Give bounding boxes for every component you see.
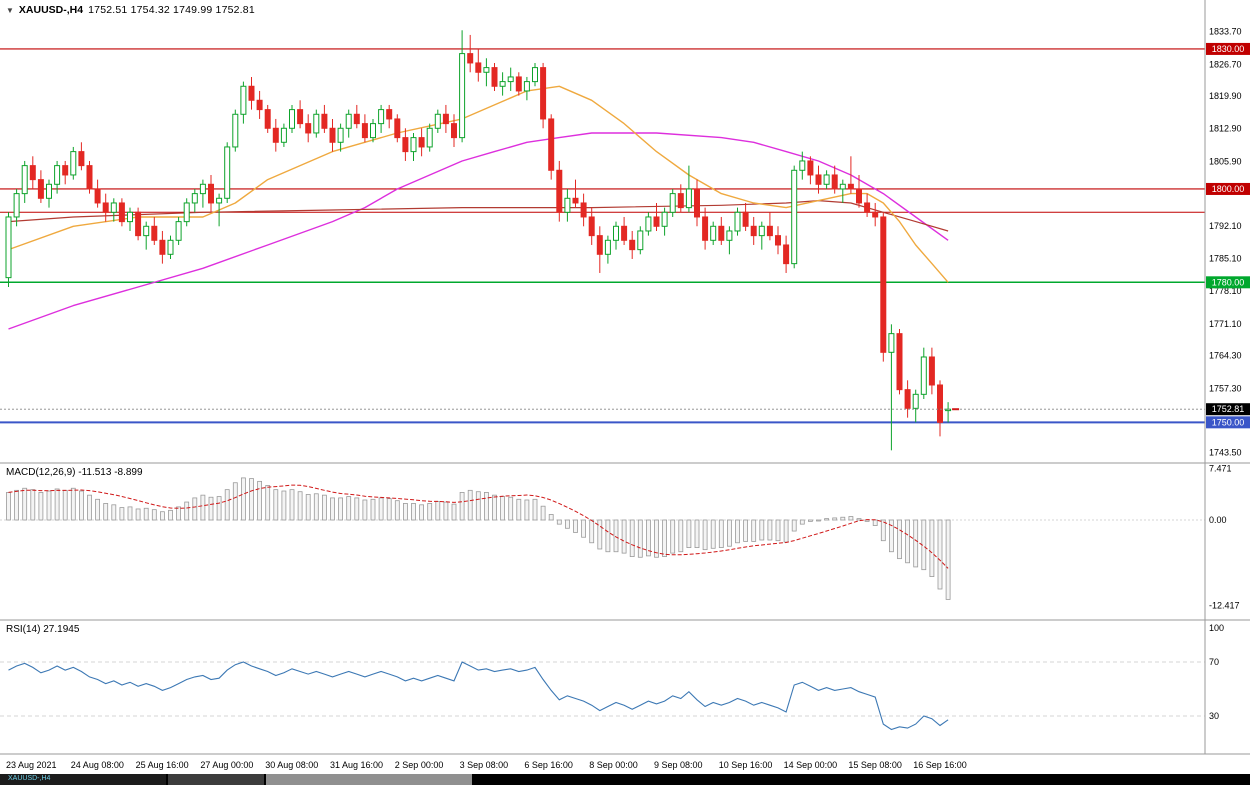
svg-text:-12.417: -12.417 [1209, 601, 1240, 611]
symbol-dropdown-icon[interactable]: ▼ [6, 5, 14, 15]
svg-text:30 Aug 08:00: 30 Aug 08:00 [265, 760, 318, 770]
bottom-tab-bar: XAUUSD-,H4 [0, 774, 1250, 785]
svg-text:1833.70: 1833.70 [1209, 27, 1242, 37]
svg-text:1826.70: 1826.70 [1209, 59, 1242, 69]
svg-text:3 Sep 08:00: 3 Sep 08:00 [460, 760, 509, 770]
svg-text:100: 100 [1209, 623, 1224, 633]
svg-text:2 Sep 00:00: 2 Sep 00:00 [395, 760, 444, 770]
level-badge[interactable]: 1750.00 [1206, 416, 1250, 429]
chart-tab-active[interactable]: XAUUSD-,H4 [0, 774, 166, 785]
svg-text:1812.90: 1812.90 [1209, 124, 1242, 134]
rsi-label: RSI(14) 27.1945 [6, 624, 80, 635]
price-axis[interactable]: 1833.70 1826.70 1819.90 1812.90 1805.90 1792.… [1206, 27, 1250, 721]
svg-text:1785.10: 1785.10 [1209, 254, 1242, 264]
svg-text:30: 30 [1209, 711, 1219, 721]
svg-text:1805.90: 1805.90 [1209, 156, 1242, 166]
svg-text:23 Aug 2021: 23 Aug 2021 [6, 760, 57, 770]
svg-text:1771.10: 1771.10 [1209, 319, 1242, 329]
current-price-badge[interactable]: 1752.81 [1206, 403, 1250, 416]
svg-text:1780.00: 1780.00 [1212, 277, 1245, 287]
svg-text:9 Sep 08:00: 9 Sep 08:00 [654, 760, 703, 770]
svg-text:1830.00: 1830.00 [1212, 44, 1245, 54]
svg-text:24 Aug 08:00: 24 Aug 08:00 [71, 760, 124, 770]
svg-text:14 Sep 00:00: 14 Sep 00:00 [784, 760, 838, 770]
chart-title-symbol: XAUUSD-,H4 [18, 4, 84, 16]
svg-text:0.00: 0.00 [1209, 515, 1227, 525]
svg-text:8 Sep 00:00: 8 Sep 00:00 [589, 760, 638, 770]
svg-text:1752.81: 1752.81 [1212, 404, 1245, 414]
rsi-indicator-panel [0, 661, 1205, 731]
svg-text:25 Aug 16:00: 25 Aug 16:00 [136, 760, 189, 770]
svg-text:31 Aug 16:00: 31 Aug 16:00 [330, 760, 383, 770]
svg-text:27 Aug 00:00: 27 Aug 00:00 [200, 760, 253, 770]
svg-text:1819.90: 1819.90 [1209, 91, 1242, 101]
svg-text:16 Sep 16:00: 16 Sep 16:00 [913, 760, 967, 770]
chart-title-ohlc: 1752.51 1754.32 1749.99 1752.81 [88, 4, 255, 16]
svg-text:1792.10: 1792.10 [1209, 221, 1242, 231]
macd-indicator-panel [0, 477, 1205, 600]
svg-text:1800.00: 1800.00 [1212, 184, 1245, 194]
svg-text:1750.00: 1750.00 [1212, 417, 1245, 427]
svg-text:1743.50: 1743.50 [1209, 448, 1242, 458]
svg-text:70: 70 [1209, 657, 1219, 667]
chart-header: ▼ XAUUSD-,H4 1752.51 1754.32 1749.99 175… [6, 4, 255, 16]
panel-separators [0, 0, 1250, 755]
svg-text:15 Sep 08:00: 15 Sep 08:00 [848, 760, 902, 770]
level-badge[interactable]: 1830.00 [1206, 42, 1250, 55]
chart-tab[interactable] [168, 774, 264, 785]
time-axis[interactable]: 23 Aug 2021 24 Aug 08:00 25 Aug 16:00 27 Au… [6, 760, 967, 770]
level-badge[interactable]: 1780.00 [1206, 276, 1250, 289]
macd-label: MACD(12,26,9) -11.513 -8.899 [6, 467, 143, 478]
candlesticks [5, 30, 952, 451]
svg-text:6 Sep 16:00: 6 Sep 16:00 [524, 760, 573, 770]
svg-text:1757.30: 1757.30 [1209, 383, 1242, 393]
level-badge[interactable]: 1800.00 [1206, 182, 1250, 195]
svg-text:10 Sep 16:00: 10 Sep 16:00 [719, 760, 773, 770]
svg-text:1778.10: 1778.10 [1209, 286, 1242, 296]
svg-text:1764.30: 1764.30 [1209, 351, 1242, 361]
svg-text:7.471: 7.471 [1209, 463, 1232, 473]
moving-average-lines [8, 85, 949, 330]
chart-tab[interactable] [266, 774, 472, 785]
